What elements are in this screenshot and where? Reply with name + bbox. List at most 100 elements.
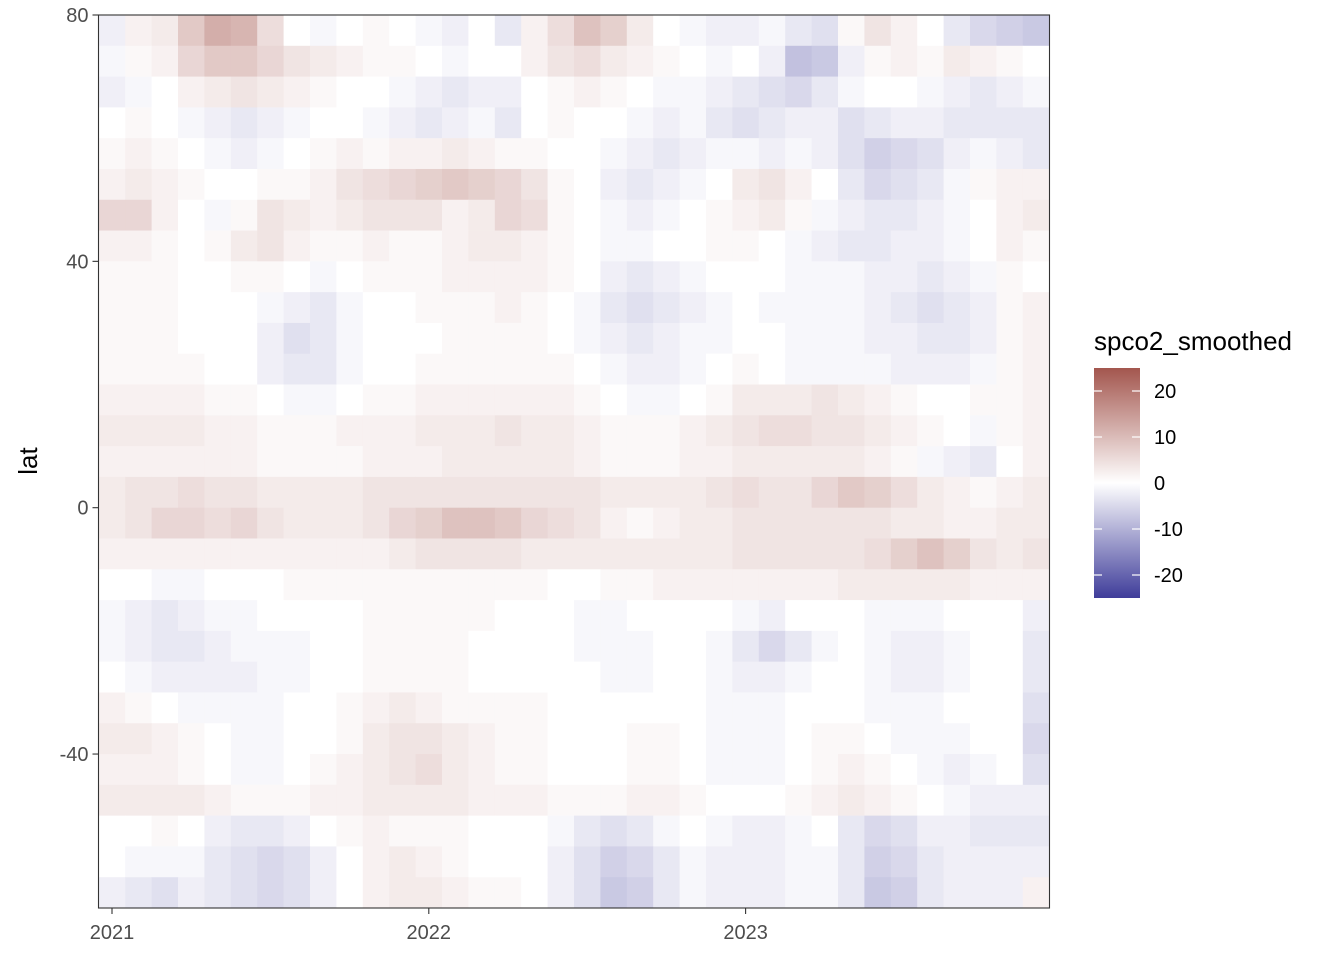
heatmap-cell <box>362 815 390 847</box>
heatmap-cell <box>970 877 997 909</box>
heatmap-cell <box>98 353 126 385</box>
heatmap-cell <box>125 846 152 878</box>
heatmap-cell <box>917 661 944 693</box>
heatmap-cell <box>494 754 522 786</box>
heatmap-cell <box>917 600 944 632</box>
heatmap-cell <box>468 723 496 755</box>
heatmap-cell <box>600 353 628 385</box>
heatmap-cell <box>626 815 654 847</box>
heatmap-cell <box>653 538 680 570</box>
heatmap-cell <box>98 661 126 693</box>
heatmap-cell <box>758 538 786 570</box>
heatmap-cell <box>917 353 944 385</box>
heatmap-cell <box>943 45 971 77</box>
heatmap-cell <box>283 569 311 601</box>
heatmap-cell <box>732 138 760 170</box>
heatmap-cell <box>679 15 707 47</box>
heatmap-cell <box>996 538 1024 570</box>
heatmap-cell <box>811 138 839 170</box>
heatmap-cell <box>732 353 760 385</box>
heatmap-cell <box>389 877 416 909</box>
heatmap-cell <box>336 138 364 170</box>
heatmap-cell <box>336 569 364 601</box>
heatmap-cell <box>838 107 865 139</box>
heatmap-cell <box>442 415 469 447</box>
heatmap-cell <box>600 815 628 847</box>
heatmap-cell <box>653 446 680 478</box>
heatmap-cell <box>679 723 707 755</box>
heatmap-cell <box>151 476 179 509</box>
heatmap-cell <box>494 107 522 139</box>
heatmap-cell <box>415 230 443 262</box>
heatmap-cell <box>98 199 126 231</box>
heatmap-cell <box>442 76 469 108</box>
heatmap-cell <box>204 815 232 847</box>
heatmap-cell <box>336 322 364 355</box>
heatmap-cell <box>917 569 944 601</box>
heatmap-cell <box>521 507 548 539</box>
heatmap-cell <box>917 846 944 878</box>
heatmap-cell <box>521 353 548 385</box>
heatmap-cell <box>547 138 575 170</box>
heatmap-cell <box>864 230 892 262</box>
heatmap-cell <box>204 723 232 755</box>
heatmap-cell <box>283 138 311 170</box>
heatmap-cell <box>970 661 997 693</box>
heatmap-cell <box>679 815 707 847</box>
heatmap-cell <box>521 261 548 293</box>
heatmap-cell <box>547 322 575 355</box>
heatmap-cell <box>996 415 1024 447</box>
heatmap-cell <box>653 353 680 385</box>
heatmap-cell <box>626 415 654 447</box>
heatmap-cell <box>178 630 205 663</box>
heatmap-cell <box>574 507 601 539</box>
heatmap-cell <box>125 168 152 201</box>
heatmap-cell <box>204 754 232 786</box>
heatmap-cell <box>547 538 575 570</box>
heatmap-cell <box>943 322 971 355</box>
heatmap-cell <box>1022 538 1050 570</box>
heatmap-cell <box>521 476 548 509</box>
heatmap-cell <box>864 15 892 47</box>
heatmap-cell <box>442 45 469 77</box>
heatmap-cell <box>310 446 337 478</box>
heatmap-cell <box>890 76 918 108</box>
heatmap-cell <box>653 322 680 355</box>
heatmap-cell <box>494 45 522 77</box>
heatmap-cell <box>600 292 628 324</box>
heatmap-cell <box>283 230 311 262</box>
heatmap-cell <box>415 723 443 755</box>
heatmap-cell <box>310 322 337 355</box>
heatmap-cell <box>336 384 364 416</box>
heatmap-cell <box>230 538 258 570</box>
heatmap-cell <box>574 846 601 878</box>
heatmap-cell <box>468 600 496 632</box>
heatmap-cell <box>125 384 152 416</box>
heatmap-cell <box>521 600 548 632</box>
heatmap-cell <box>151 754 179 786</box>
heatmap-cell <box>547 292 575 324</box>
heatmap-cell <box>362 353 390 385</box>
heatmap-cell <box>310 846 337 878</box>
heatmap-cell <box>758 569 786 601</box>
heatmap-cell <box>574 569 601 601</box>
heatmap-cell <box>785 877 812 909</box>
heatmap-cell <box>494 384 522 416</box>
heatmap-cell <box>970 754 997 786</box>
heatmap-cell <box>1022 292 1050 324</box>
heatmap-cell <box>785 292 812 324</box>
heatmap-cell <box>626 600 654 632</box>
heatmap-cell <box>574 784 601 817</box>
heatmap-cell <box>758 76 786 108</box>
heatmap-cell <box>758 138 786 170</box>
heatmap-cell <box>1022 723 1050 755</box>
heatmap-cell <box>151 661 179 693</box>
heatmap-cell <box>230 353 258 385</box>
heatmap-cell <box>626 754 654 786</box>
legend-tick-label: 20 <box>1154 381 1176 403</box>
heatmap-cell <box>917 168 944 201</box>
heatmap-cell <box>943 353 971 385</box>
heatmap-cell <box>706 877 733 909</box>
heatmap-cell <box>917 45 944 77</box>
heatmap-cell <box>1022 661 1050 693</box>
